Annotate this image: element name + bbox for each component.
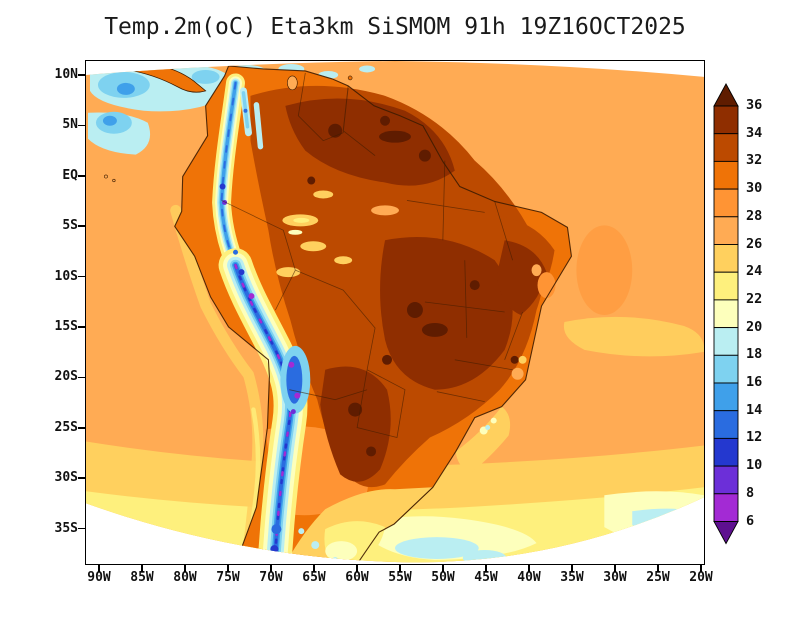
coastlines-and-borders [174, 65, 572, 563]
colorbar-level-label: 14 [746, 401, 763, 418]
lat-tick-mark [78, 326, 85, 328]
colorbar-scale [713, 83, 739, 545]
lat-tick-mark [78, 527, 85, 530]
lon-tick-mark [141, 565, 143, 572]
lon-tick-label: 90W [87, 570, 111, 585]
lon-tick-mark [657, 565, 659, 572]
colorbar-level-label: 32 [746, 152, 763, 169]
lon-tick-mark [313, 565, 315, 572]
lon-tick-mark [270, 565, 272, 572]
colorbar-level-label: 6 [746, 512, 755, 529]
lon-tick-mark [614, 565, 616, 572]
colorbar-level-label: 18 [746, 346, 763, 363]
hot-interior [250, 85, 555, 488]
lat-tick-label: 5S [62, 218, 78, 234]
amazon-pale-streaks [276, 190, 399, 278]
lat-tick-label: 25S [54, 419, 78, 435]
atlantic-warm-band [563, 225, 704, 357]
lon-tick-label: 35W [560, 570, 584, 585]
lat-tick-label: 20S [54, 369, 78, 385]
temperature-field [86, 61, 704, 563]
northeast-light-spots [511, 264, 560, 380]
lon-tick-label: 70W [259, 570, 283, 585]
colorbar-segment [713, 133, 739, 162]
lon-tick-mark [98, 565, 100, 572]
lat-tick-label: 30S [54, 470, 78, 486]
colorbar-segment [713, 437, 739, 467]
colorbar-segment [713, 410, 739, 439]
lat-tick-mark [78, 275, 85, 278]
lon-tick-mark [442, 565, 444, 572]
lon-tick-mark [485, 565, 487, 572]
colorbar-segment [713, 160, 739, 190]
colorbar-segment [713, 188, 739, 218]
colorbar-arrow-top [713, 83, 739, 107]
colorbar: 36 34 32 30 28 26 24 22 20 18 16 14 12 10 8 6 [712, 82, 796, 562]
colorbar-level-label: 24 [746, 263, 763, 280]
lat-tick-mark [78, 427, 85, 429]
lon-tick-mark [184, 565, 186, 572]
colorbar-level-label: 30 [746, 180, 763, 197]
lat-tick-mark [78, 376, 85, 379]
lon-tick-mark [399, 565, 401, 572]
lat-tick-label: 10N [54, 67, 78, 82]
lat-tick-mark [78, 225, 85, 227]
lat-tick-mark [78, 175, 85, 177]
lon-tick-label: 30W [603, 570, 627, 585]
lat-tick-label: 15S [54, 319, 78, 334]
colorbar-segment [713, 271, 739, 301]
colorbar-arrow-bottom [713, 521, 739, 545]
country-state-borders [221, 72, 523, 525]
colorbar-segment [713, 216, 739, 245]
colorbar-segment [713, 299, 739, 329]
lon-tick-label: 75W [216, 570, 240, 585]
lon-tick-mark [227, 565, 229, 572]
lat-tick-mark [78, 477, 85, 479]
lon-tick-mark [571, 565, 573, 572]
lat-tick-label: 35S [54, 520, 78, 536]
lon-tick-label: 45W [474, 570, 498, 585]
southeast-cool-highlands [455, 406, 511, 474]
colorbar-level-label: 36 [746, 97, 763, 113]
colorbar-level-label: 8 [746, 484, 755, 501]
lon-tick-label: 85W [130, 570, 154, 585]
lon-tick-label: 65W [302, 570, 326, 585]
colorbar-segment [713, 382, 739, 412]
lon-tick-label: 25W [646, 570, 670, 585]
colorbar-segment [713, 244, 739, 273]
colorbar-segment [713, 354, 739, 384]
colorbar-level-label: 12 [746, 429, 763, 446]
map-plot-area [85, 60, 705, 565]
colorbar-level-label: 34 [746, 124, 763, 141]
lon-tick-mark [700, 565, 702, 572]
lat-tick-label: 10S [54, 268, 78, 284]
colorbar-segment [713, 493, 739, 522]
lat-tick-label: EQ [62, 167, 78, 183]
colorbar-segment [713, 105, 739, 135]
lon-tick-label: 55W [388, 570, 412, 585]
colorbar-segment [713, 465, 739, 495]
lon-tick-label: 50W [431, 570, 455, 585]
colorbar-level-label: 20 [746, 318, 763, 335]
lon-tick-label: 20W [689, 570, 713, 585]
colorbar-segment [713, 327, 739, 356]
lat-tick-label: 5N [62, 117, 78, 133]
lat-tick-mark [78, 124, 85, 127]
pampas-cool-south [285, 487, 433, 563]
colorbar-level-label: 16 [746, 374, 763, 390]
colorbar-level-label: 26 [746, 235, 763, 252]
lon-tick-label: 80W [173, 570, 197, 585]
map-title: Temp.2m(oC) Eta3km SiSMOM 91h 19Z16OCT20… [104, 14, 686, 40]
lon-tick-mark [528, 565, 530, 572]
lat-tick-mark [78, 74, 85, 76]
colorbar-level-label: 10 [746, 457, 763, 474]
lon-tick-label: 40W [517, 570, 541, 585]
colorbar-level-label: 28 [746, 207, 763, 224]
galapagos-islands [104, 174, 108, 179]
lon-tick-label: 60W [345, 570, 369, 585]
lon-tick-mark [356, 565, 358, 572]
lake-maracaibo [287, 75, 298, 91]
colorbar-level-label: 22 [746, 290, 763, 307]
